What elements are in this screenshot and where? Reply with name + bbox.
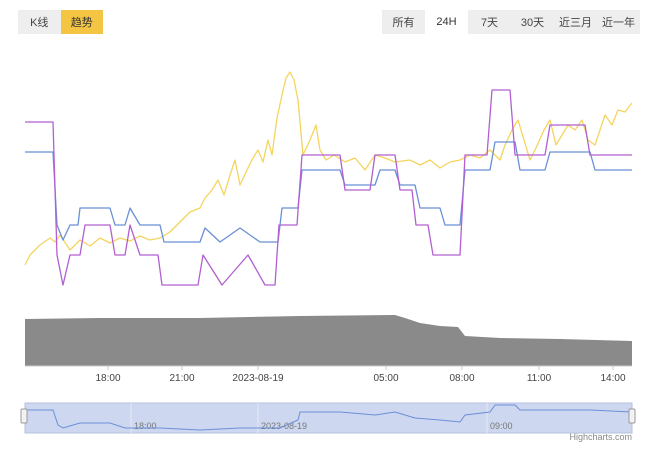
x-tick-label: 11:00 (527, 373, 552, 384)
x-tick-label: 14:00 (600, 373, 625, 384)
navigator-selected-range[interactable] (24, 402, 633, 434)
x-axis-ticks: 18:00 21:00 2023-08-19 05:00 08:00 11:00 14:00 (95, 366, 626, 384)
range-3m-button[interactable]: 近三月 (559, 17, 592, 29)
chart-credit[interactable]: Highcharts.com (569, 432, 632, 442)
x-tick-label: 08:00 (449, 373, 474, 384)
chart-type-kline-button[interactable]: K线 (30, 17, 49, 29)
range-30d-button[interactable]: 30天 (520, 17, 545, 29)
chart-type-toggle: K线 趋势 (18, 10, 103, 34)
series-yellow-line (24, 71, 633, 266)
range-selector: 所有 24H 7天 30天 近三月 近一年 (382, 10, 640, 34)
x-tick-label: 18:00 (95, 373, 120, 384)
navigator-left-handle[interactable] (20, 408, 28, 424)
navigator-right-handle[interactable] (628, 408, 636, 424)
volume-area-layer (25, 315, 632, 366)
range-all-button[interactable]: 所有 (392, 17, 415, 29)
range-24h-button[interactable]: 24H (425, 10, 468, 34)
volume-area (25, 315, 632, 366)
series-purple-line (25, 89, 632, 286)
x-tick-label: 05:00 (373, 373, 398, 384)
x-tick-label: 2023-08-19 (232, 373, 284, 384)
price-lines-layer (24, 71, 633, 286)
chart-type-trend-button[interactable]: 趋势 (60, 10, 103, 34)
series-blue-line (25, 141, 632, 243)
navigator-tick-label: 18:00 (134, 421, 157, 431)
range-7d-button[interactable]: 7天 (480, 17, 499, 29)
x-tick-label: 21:00 (169, 373, 194, 384)
navigator-series-line (25, 404, 633, 431)
navigator-tick-label: 09:00 (490, 421, 513, 431)
range-1y-button[interactable]: 近一年 (602, 17, 635, 29)
navigator[interactable]: 18:00 2023-08-19 09:00 (20, 402, 636, 434)
